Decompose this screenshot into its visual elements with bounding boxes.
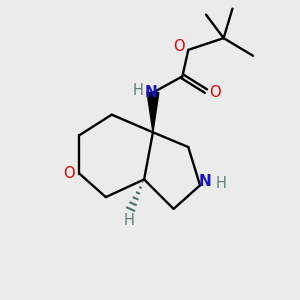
Text: N: N <box>145 85 158 100</box>
Text: O: O <box>63 166 75 181</box>
Text: H: H <box>124 213 135 228</box>
Text: O: O <box>173 39 185 54</box>
Text: H: H <box>132 83 143 98</box>
Text: N: N <box>199 174 212 189</box>
Polygon shape <box>147 93 159 132</box>
Text: O: O <box>210 85 221 100</box>
Text: H: H <box>216 176 227 191</box>
